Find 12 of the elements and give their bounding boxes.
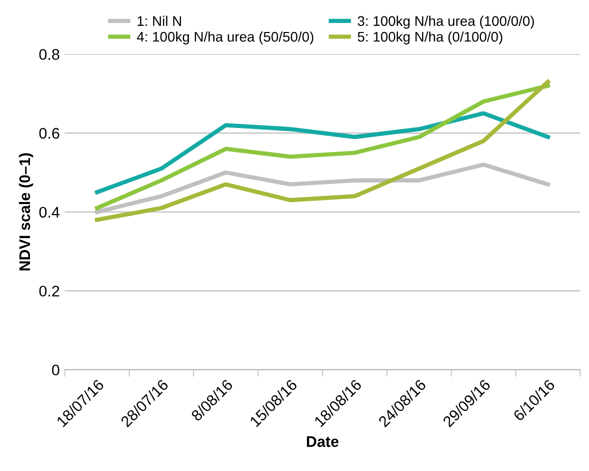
y-tick-label: 0.2 <box>39 286 60 297</box>
legend-label: 4: 100kg N/ha urea (50/50/0) <box>136 31 314 44</box>
legend-label: 5: 100kg N/ha (0/100/0) <box>358 31 502 44</box>
legend-label: 1: Nil N <box>138 16 181 26</box>
x-axis-title: Date <box>306 436 339 447</box>
y-tick-label: 0.4 <box>39 206 60 218</box>
y-tick-label: 0.8 <box>39 49 60 60</box>
line-series <box>94 111 550 194</box>
y-axis-title: NDVI scale (0–1) <box>18 153 34 270</box>
legend-label: 3: 100kg N/ha urea (100/0/0) <box>358 16 534 29</box>
y-tick-label: 0 <box>52 364 60 376</box>
y-tick-label: 0.6 <box>39 128 60 139</box>
